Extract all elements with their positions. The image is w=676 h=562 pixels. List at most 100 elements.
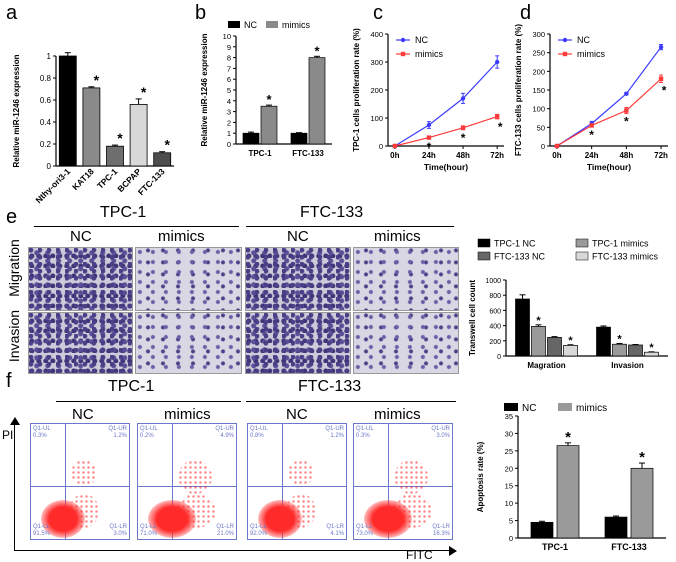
significance-star: * — [314, 43, 320, 58]
scatter-dots — [288, 460, 314, 486]
quad-ll-value: 73.0% — [356, 531, 374, 537]
data-point — [392, 143, 398, 149]
x-tick-label: 48h — [456, 151, 470, 160]
series-line — [394, 116, 498, 147]
facs-plot: Q1-UL 0.3% Q1-UR 1.2% Q1-LL 91.5% Q1-LR … — [30, 423, 130, 540]
y-tick-label: 0 — [47, 162, 52, 171]
chart-e: 0 200 400 600 800 1000 Transwell cell count * * M… — [468, 238, 668, 370]
significance-star: * — [565, 429, 571, 446]
y-tick-label: 2 — [227, 118, 231, 127]
series-line — [394, 61, 498, 147]
data-point — [624, 108, 629, 113]
quad-lr-label: Q1-LR — [216, 524, 234, 530]
x-tick-label: FTC-133 — [611, 542, 647, 552]
data-point — [426, 135, 432, 140]
y-tick-label: 200 — [489, 339, 501, 346]
pi-axis-line — [14, 420, 15, 550]
legend-swatch — [575, 238, 589, 248]
y-axis-label: Relative miR-1246 expression — [12, 54, 21, 167]
fitc-arrow-icon — [449, 546, 457, 556]
legend-swatch — [477, 238, 491, 248]
y-tick-label: 35 — [505, 412, 513, 421]
micrograph-migration-tpc1-nc — [28, 247, 133, 311]
micrograph-invasion-tpc1-nc — [28, 312, 133, 374]
legend-marker — [562, 37, 568, 43]
significance-star: * — [461, 131, 466, 145]
legend-label: NC — [244, 20, 257, 30]
facs-plot: Q1-UL 0.8% Q1-UR 1.2% Q1-LL 92.0% Q1-LR … — [247, 423, 347, 540]
quad-ul-value: 0.8% — [250, 433, 264, 439]
bar — [58, 55, 77, 167]
quad-ur-label: Q1-UR — [108, 426, 127, 432]
legend-swatch — [504, 403, 518, 411]
pi-arrow-icon — [10, 417, 20, 425]
y-tick-label: 10 — [223, 32, 231, 41]
y-axis-label: Apoptosis rate (%) — [476, 441, 485, 512]
legend-label: TPC-1 mimics — [592, 239, 649, 249]
significance-star: * — [617, 333, 622, 345]
y-tick-label: 150 — [532, 86, 545, 95]
significance-star: * — [427, 140, 432, 154]
legend-swatch — [558, 403, 572, 411]
quad-ur-label: Q1-UR — [215, 426, 234, 432]
significance-star: * — [117, 130, 123, 146]
bar — [556, 445, 580, 539]
e-mimics-tpc1: mimics — [158, 228, 205, 245]
y-axis-label: TPC-1 cells proliferation rate (%) — [352, 28, 361, 152]
x-tick-label: FTC-133 — [292, 149, 324, 158]
y-tick-label: 50 — [537, 123, 545, 132]
series-line — [556, 46, 662, 147]
y-tick-label: 0.6 — [40, 96, 52, 105]
quad-ll-label: Q1-LL — [356, 524, 373, 530]
f-nc-ftc133: NC — [286, 406, 308, 423]
quadrant-gate-vertical — [172, 424, 173, 539]
quad-ll-value: 91.5% — [33, 531, 51, 537]
chart-f: 0 5 10 15 20 25 30 35 Apoptosis rate (%) * TPC-1 * F… — [476, 403, 666, 552]
legend-label: FTC-133 mimics — [592, 252, 659, 262]
x-tick-label: Invasion — [611, 361, 644, 370]
f-group-tpc1-rule — [56, 401, 241, 402]
y-tick-label: 3 — [227, 108, 231, 117]
bar — [515, 298, 530, 357]
legend-label: NC — [415, 35, 428, 45]
quadrant-gate-vertical — [388, 424, 389, 539]
x-tick-label: TPC-1 — [542, 542, 568, 552]
y-tick-label: 0 — [227, 140, 231, 149]
quad-ul-value: 0.2% — [140, 433, 154, 439]
data-point — [426, 122, 432, 128]
y-tick-label: 250 — [532, 49, 545, 58]
f-group-ftc133: FTC-133 — [298, 378, 362, 395]
y-tick-label: 4 — [227, 97, 231, 106]
cell-population — [41, 500, 85, 538]
pi-axis-label: PI — [2, 428, 14, 442]
y-tick-label: 400 — [370, 30, 383, 39]
y-tick-label: 9 — [227, 43, 231, 52]
quad-ul-value: 0.3% — [33, 433, 47, 439]
panel-label-c: c — [373, 2, 383, 24]
bar — [260, 105, 278, 145]
cell-population — [364, 500, 412, 538]
quad-lr-value: 16.3% — [432, 531, 450, 537]
quadrant-gate-horizontal — [31, 486, 129, 487]
quadrant-gate-vertical — [282, 424, 283, 539]
bar — [596, 326, 611, 357]
x-axis-label: Time(hour) — [424, 162, 468, 172]
micrograph-invasion-ftc133-mimics — [353, 312, 459, 374]
significance-star: * — [589, 128, 594, 142]
significance-star: * — [639, 449, 645, 466]
y-tick-label: 100 — [532, 105, 545, 114]
quad-ll-label: Q1-LL — [250, 524, 267, 530]
panel-label-b: b — [195, 2, 207, 24]
quad-ul-label: Q1-UL — [356, 426, 374, 432]
legend-label: TPC-1 NC — [494, 239, 536, 249]
y-tick-label: 0.4 — [40, 118, 52, 127]
data-point — [589, 123, 594, 128]
f-group-ftc133-rule — [246, 401, 456, 402]
facs-plot: Q1-UL 0.2% Q1-UR 4.9% Q1-LL 71.0% Q1-LR … — [137, 423, 237, 540]
x-axis-label: Time(hour) — [587, 162, 631, 172]
significance-star: * — [649, 342, 654, 354]
y-tick-label: 8 — [227, 54, 231, 63]
y-tick-label: 7 — [227, 64, 231, 73]
significance-star: * — [498, 120, 503, 134]
